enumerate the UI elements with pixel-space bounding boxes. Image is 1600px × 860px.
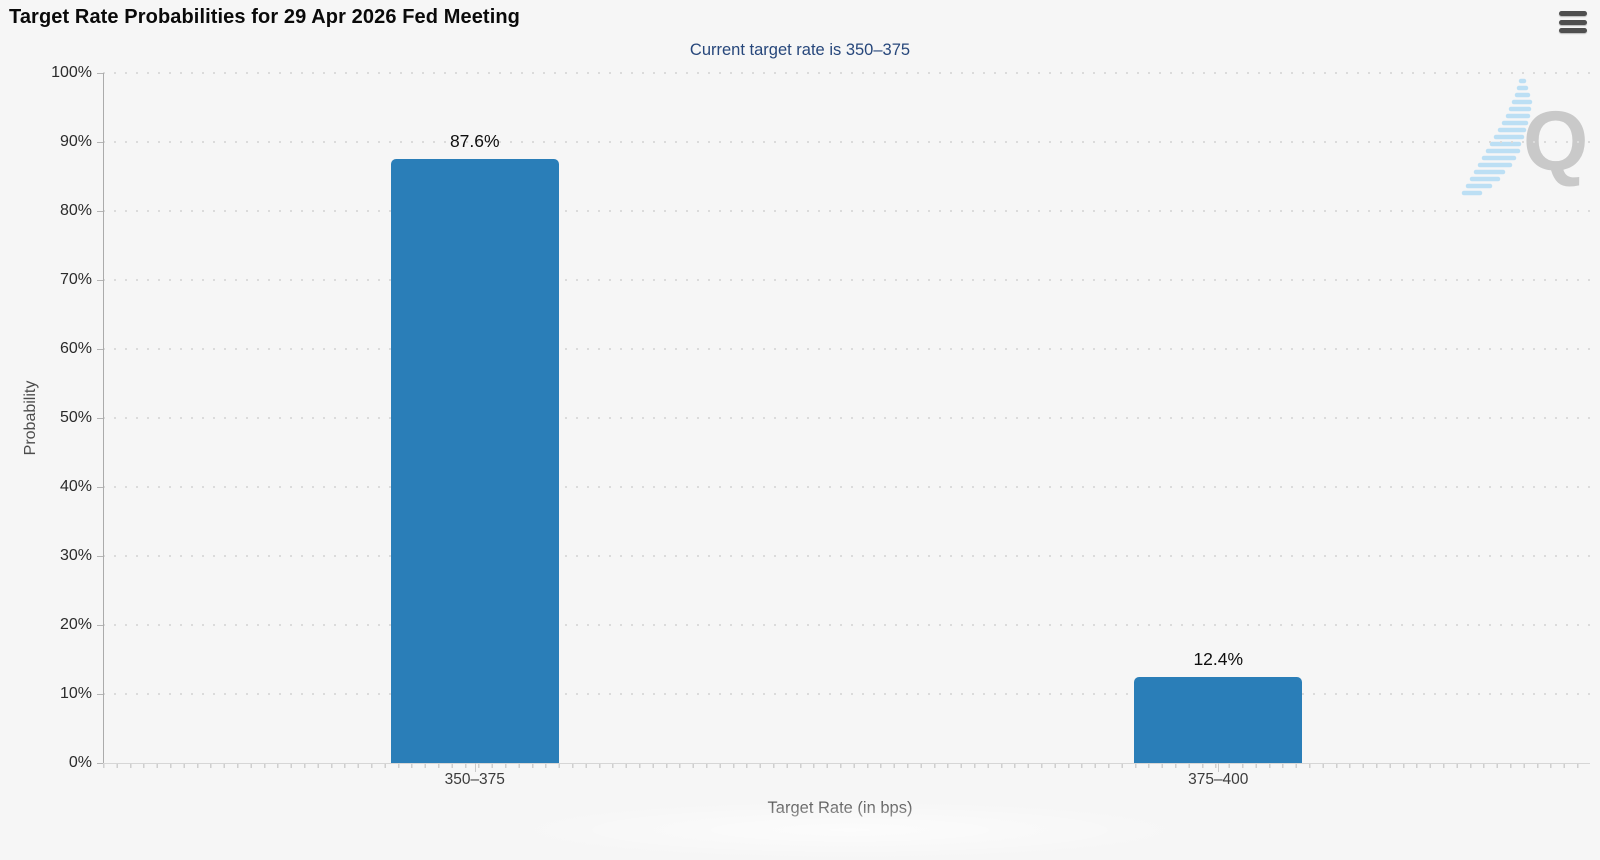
y-gridline	[103, 624, 1590, 626]
x-axis-title: Target Rate (in bps)	[767, 799, 913, 817]
y-axis-tick	[97, 625, 103, 626]
y-axis-line	[103, 73, 104, 764]
y-axis-tick-label: 100%	[51, 64, 92, 81]
hamburger-menu-icon	[1559, 11, 1587, 16]
chart-context-menu-button[interactable]	[1559, 11, 1587, 33]
hamburger-menu-icon	[1559, 19, 1587, 25]
y-axis-tick-label: 90%	[59, 133, 92, 150]
y-axis-tick-label: 20%	[59, 616, 92, 633]
y-axis-tick	[97, 556, 103, 557]
probability-bar	[1134, 677, 1303, 763]
y-gridline	[103, 417, 1590, 419]
x-axis-minor-ticks	[103, 764, 1590, 768]
y-axis-tick	[97, 763, 103, 764]
fedwatch-chart-page: { "header": { "title": "Target Rate Prob…	[9, 6, 1591, 860]
x-axis-line	[103, 763, 1590, 764]
category-band: 87.6% 350–375	[103, 73, 847, 788]
y-gridline	[103, 72, 1590, 74]
y-axis-tick	[97, 142, 103, 143]
chart-title: Target Rate Probabilities for 29 Apr 202…	[9, 6, 520, 28]
y-gridline	[103, 555, 1590, 557]
y-axis-tick-label: 40%	[59, 478, 92, 495]
category-band: 12.4% 375–400	[847, 73, 1591, 788]
x-axis-tick	[1218, 763, 1220, 772]
y-axis-tick-label: 80%	[59, 202, 92, 219]
y-axis-tick-label: 50%	[59, 409, 92, 426]
y-axis-tick-label: 0%	[68, 754, 92, 771]
y-gridline	[103, 210, 1590, 212]
y-axis-tick-label: 60%	[59, 340, 92, 357]
y-axis-tick-label: 10%	[59, 685, 92, 702]
y-gridline	[103, 279, 1590, 281]
plot-area: 100% 90% 80% 70% 60% 50% 40% 30% 20% 10% 0% 87.6% 35…	[51, 64, 1591, 788]
y-axis-tick	[97, 211, 103, 212]
bar-value-label: 87.6%	[449, 130, 500, 151]
y-gridline	[103, 141, 1590, 143]
y-axis-tick-label: 70%	[59, 271, 92, 288]
y-axis-tick	[97, 694, 103, 695]
y-axis-tick	[97, 280, 103, 281]
x-axis-category-label: 375–400	[1188, 771, 1249, 788]
x-axis-tick	[474, 763, 476, 772]
hamburger-menu-icon	[1559, 28, 1587, 33]
x-axis-category-label: 350–375	[444, 771, 505, 788]
y-axis-tick	[97, 487, 103, 488]
probability-bar	[390, 158, 559, 763]
y-axis-tick	[97, 73, 103, 74]
chart-subtitle: Current target rate is 350–375	[689, 41, 911, 59]
category-bands: 87.6% 350–375 12.4% 375–400	[103, 73, 1591, 788]
y-gridline	[103, 693, 1590, 695]
y-gridline	[103, 486, 1590, 488]
y-axis-tick	[97, 418, 103, 419]
y-axis-tick-label: 30%	[59, 547, 92, 564]
y-gridline	[103, 348, 1590, 350]
bar-value-label: 12.4%	[1193, 649, 1244, 670]
y-axis-tick	[97, 349, 103, 350]
